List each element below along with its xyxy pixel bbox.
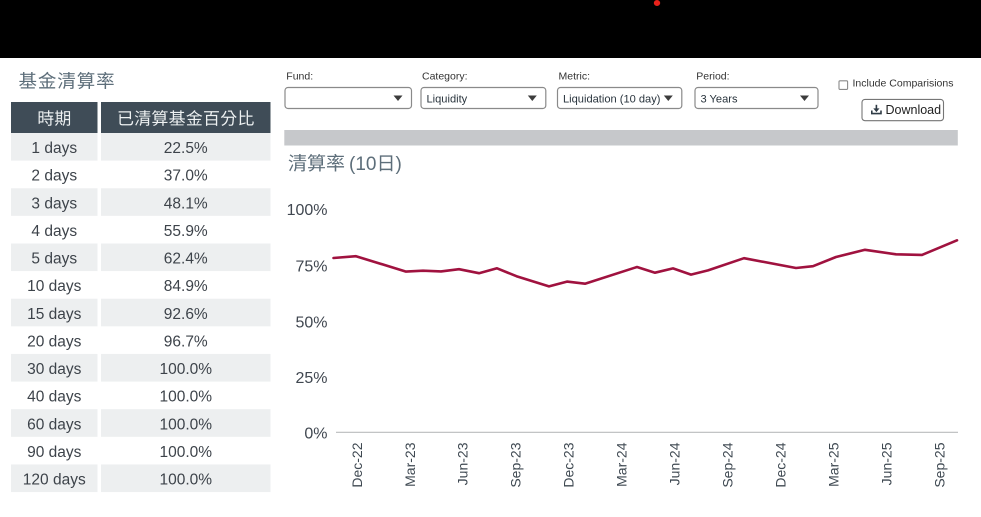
svg-text:Mar-24: Mar-24: [614, 442, 630, 487]
svg-text:100.0%: 100.0%: [159, 361, 212, 378]
svg-text:84.9%: 84.9%: [164, 278, 208, 295]
svg-text:Sep-24: Sep-24: [720, 442, 736, 487]
svg-text:Include Comparisions: Include Comparisions: [853, 78, 954, 90]
svg-text:55.9%: 55.9%: [164, 223, 208, 240]
svg-text:2 days: 2 days: [31, 168, 77, 185]
svg-text:30 days: 30 days: [27, 361, 82, 378]
svg-text:Jun-24: Jun-24: [667, 442, 683, 485]
svg-text:Category:: Category:: [422, 71, 468, 83]
svg-text:20 days: 20 days: [27, 333, 82, 350]
svg-text:15 days: 15 days: [27, 306, 82, 323]
svg-text:0%: 0%: [304, 425, 327, 442]
svg-text:10 days: 10 days: [27, 278, 82, 295]
svg-text:Metric:: Metric:: [559, 71, 591, 83]
svg-text:5 days: 5 days: [31, 251, 77, 268]
svg-text:Mar-23: Mar-23: [402, 442, 418, 487]
svg-text:Sep-25: Sep-25: [931, 442, 947, 487]
svg-text:Download: Download: [886, 103, 942, 117]
svg-text:120 days: 120 days: [23, 472, 86, 489]
svg-text:48.1%: 48.1%: [164, 195, 208, 212]
svg-text:75%: 75%: [295, 259, 327, 276]
svg-text:Dec-23: Dec-23: [561, 442, 577, 487]
svg-text:37.0%: 37.0%: [164, 168, 208, 185]
svg-text:100.0%: 100.0%: [159, 389, 212, 406]
svg-text:(10: (10: [349, 154, 376, 175]
svg-text:): ): [396, 154, 402, 175]
svg-text:Mar-25: Mar-25: [825, 442, 841, 487]
svg-text:Period:: Period:: [696, 71, 729, 83]
svg-text:22.5%: 22.5%: [164, 140, 208, 157]
svg-text:100.0%: 100.0%: [159, 416, 212, 433]
svg-text:1 days: 1 days: [31, 140, 77, 157]
svg-text:3 Years: 3 Years: [701, 93, 738, 105]
svg-text:92.6%: 92.6%: [164, 306, 208, 323]
svg-text:Liquidation (10 day): Liquidation (10 day): [563, 93, 660, 105]
svg-text:100.0%: 100.0%: [159, 444, 212, 461]
svg-text:3 days: 3 days: [31, 195, 77, 212]
svg-text:96.7%: 96.7%: [164, 333, 208, 350]
svg-text:50%: 50%: [295, 314, 327, 331]
svg-text:Fund:: Fund:: [286, 71, 313, 83]
svg-text:60 days: 60 days: [27, 416, 82, 433]
svg-text:Dec-24: Dec-24: [772, 442, 788, 487]
svg-text:Sep-23: Sep-23: [508, 442, 524, 487]
svg-text:4 days: 4 days: [31, 223, 77, 240]
svg-text:Liquidity: Liquidity: [427, 93, 468, 105]
svg-text:25%: 25%: [295, 370, 327, 387]
svg-text:Jun-23: Jun-23: [455, 442, 471, 485]
svg-text:62.4%: 62.4%: [164, 251, 208, 268]
svg-text:100%: 100%: [287, 202, 328, 219]
svg-text:Jun-25: Jun-25: [878, 442, 894, 485]
svg-text:100.0%: 100.0%: [159, 472, 212, 489]
svg-text:40 days: 40 days: [27, 389, 82, 406]
svg-text:Dec-22: Dec-22: [349, 442, 365, 487]
svg-text:90 days: 90 days: [27, 444, 82, 461]
